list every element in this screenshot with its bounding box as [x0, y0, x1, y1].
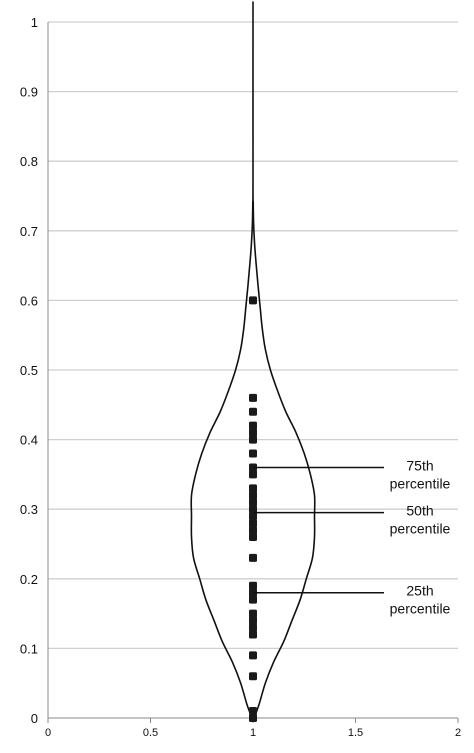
y-tick-label: 0.3 [20, 502, 38, 517]
x-tick-label: 0 [45, 727, 51, 739]
data-point [249, 672, 257, 681]
y-tick-label: 0.8 [20, 154, 38, 169]
data-point [249, 533, 257, 542]
data-point [249, 519, 257, 528]
data-point [249, 407, 257, 416]
data-point [249, 512, 257, 521]
data-point [249, 616, 257, 625]
percentile-label-rank: 50th [406, 503, 433, 519]
data-point [249, 449, 257, 458]
data-point [249, 435, 257, 444]
percentile-label-word: percentile [390, 601, 451, 617]
data-point [249, 498, 257, 507]
data-point [249, 393, 257, 402]
y-tick-label: 0.1 [20, 641, 38, 656]
y-tick-label: 0.9 [20, 85, 38, 100]
y-tick-label: 0.2 [20, 572, 38, 587]
y-tick-label: 0 [31, 711, 38, 726]
data-point [249, 421, 257, 430]
percentile-label-rank: 25th [406, 583, 433, 599]
y-tick-label: 0.7 [20, 224, 38, 239]
violin-outline [190, 1, 316, 719]
y-tick-label: 0.4 [20, 433, 38, 448]
data-point [249, 505, 257, 514]
data-point [249, 609, 257, 618]
data-points [249, 296, 257, 722]
violin-group [190, 1, 316, 719]
x-tick-label: 0.5 [143, 727, 158, 739]
x-tick-label: 1 [250, 727, 256, 739]
data-point [249, 581, 257, 590]
y-tick-label: 0.6 [20, 293, 38, 308]
y-tick-label: 0.5 [20, 363, 38, 378]
x-tick-labels: 0 0.5 1 1.5 2 [45, 727, 461, 739]
data-point [249, 470, 257, 479]
data-point [249, 623, 257, 632]
percentile-label-word: percentile [390, 475, 451, 491]
x-tick-label: 1.5 [348, 727, 363, 739]
y-tick-label: 1 [31, 15, 38, 30]
x-tick-label: 2 [455, 727, 461, 739]
data-point [249, 595, 257, 604]
data-point [249, 553, 257, 562]
data-point [249, 484, 257, 493]
percentile-label-word: percentile [390, 521, 451, 537]
annotations: 75th percentile 50th percentile 25th percenti… [253, 457, 451, 617]
data-point [249, 630, 257, 639]
data-point [249, 707, 257, 716]
data-point [249, 491, 257, 500]
data-point [249, 651, 257, 660]
data-point [249, 526, 257, 535]
percentile-label-rank: 75th [406, 457, 433, 473]
data-point [249, 296, 257, 305]
data-point [249, 714, 257, 722]
data-point [249, 428, 257, 437]
y-tick-labels: 0 0.1 0.2 0.3 0.4 0.5 0.6 0.7 0.8 0.9 1 [20, 15, 38, 726]
